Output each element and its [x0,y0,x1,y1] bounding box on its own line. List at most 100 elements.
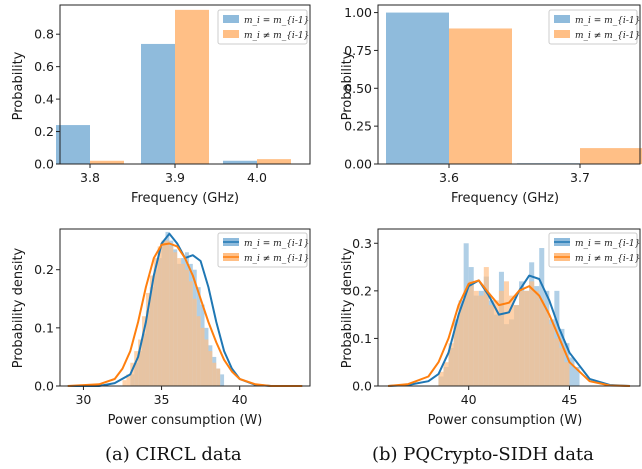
xlabel-power-sidh: Power consumption (W) [428,413,583,428]
hist-bar-eq [569,357,575,386]
xtick-label: 30 [75,392,91,407]
xtick-label: 3.6 [439,170,459,185]
bar-eq-4.0 [223,160,257,164]
hist-bar-neq [468,281,474,386]
hist-bar-neq [493,300,499,386]
ytick-label: 0.1 [34,320,54,335]
hist-bar-neq [463,290,469,386]
ytick-label: 0.75 [344,43,372,58]
ytick-label: 0.0 [34,157,54,172]
hist-bar-neq [478,295,484,386]
hist-bar-neq [509,295,515,386]
ylabel-power-sidh: Probability density [340,247,355,368]
caption-b: (b) PQCrypto-SIDH data [372,444,594,465]
ytick-label: 0.2 [34,124,54,139]
hist-bar-eq [220,374,225,386]
ytick-label: 0.0 [34,379,54,394]
hist-bar-neq [153,258,158,386]
hist-bar-neq [524,290,530,386]
xticks-power-circl: 30 35 40 [75,386,248,407]
xlabel-frequency-circl: Frequency (GHz) [131,191,239,206]
yticks-power-circl: 0.0 0.1 0.2 [34,262,60,394]
xtick-label: 35 [154,392,170,407]
yticks-frequency-sidh: 0.00 0.25 0.50 0.75 1.00 [344,5,378,172]
xtick-label: 40 [232,392,248,407]
axes-frame-power-circl [59,228,311,387]
hist-bar-neq [134,351,139,386]
legend-power-circl: m_i = m_{i-1} m_i ≠ m_{i-1} [217,232,309,268]
hist-bar-neq [142,316,146,386]
hist-bar-neq [145,292,150,386]
ylabel-power-circl: Probability density [11,247,26,368]
hist-bar-neq [534,290,540,386]
xticks-frequency-circl: 3.8 3.9 4.0 [80,164,267,185]
hist-bar-neq [173,252,178,386]
hist-bar-neq [539,300,545,386]
legend-frequency-sidh: m_i = m_{i-1} m_i ≠ m_{i-1} [548,9,640,45]
hist-bar-neq [126,374,131,386]
axes-frame-frequency-circl [59,4,311,165]
bar-neq-3.7 [580,148,642,164]
bars-frequency-sidh [386,12,642,165]
xticks-power-sidh: 40 45 [461,386,578,407]
ytick-label: 0.3 [352,236,372,251]
ytick-label: 0.6 [34,59,54,74]
hist-bar-neq [544,309,550,386]
hist-bar-neq [514,305,520,386]
xtick-label: 4.0 [247,170,267,185]
bar-eq-3.8 [56,125,90,164]
hist-bar-neq [458,305,464,386]
legend-label-neq: m_i ≠ m_{i-1} [244,254,309,264]
yticks-power-sidh: 0.0 0.1 0.2 0.3 [352,236,378,394]
hist-bar-neq [554,338,560,386]
xtick-label: 3.7 [570,170,590,185]
hist-bar-neq [564,362,570,386]
legend-label-eq: m_i = m_{i-1} [244,239,309,249]
hist-bar-neq [169,246,174,386]
xlabel-power-circl: Power consumption (W) [108,413,263,428]
bar-neq-4.0 [257,159,291,164]
ytick-label: 1.00 [344,5,372,20]
bar-neq-3.9 [175,9,209,165]
hist-bar-neq [165,240,170,386]
yticks-frequency-circl: 0.0 0.2 0.4 0.6 0.8 [34,27,60,172]
hist-bar-neq [149,275,154,386]
hist-bar-eq [574,366,580,386]
kde-curves-power-circl [67,232,303,387]
hist-bar-neq [503,281,509,386]
xtick-label: 3.9 [165,170,185,185]
hist-bar-neq [138,339,143,386]
xticks-frequency-sidh: 3.6 3.7 [439,164,590,185]
bar-eq-3.6 [386,12,449,165]
ytick-label: 0.50 [344,81,372,96]
bar-neq-3.8 [90,160,124,164]
legend-swatch-neq [223,30,239,38]
hist-bar-neq [161,240,166,386]
legend-label-neq: m_i ≠ m_{i-1} [244,31,309,41]
hist-bar-neq [204,339,209,386]
bar-eq-3.9 [141,43,175,164]
xlabel-frequency-sidh: Frequency (GHz) [451,191,559,206]
legend-label-eq: m_i = m_{i-1} [575,239,640,249]
legend-box-frequency-sidh [548,9,638,45]
hist-bar-neq [157,246,162,386]
hist-bar-neq [185,269,189,386]
ytick-label: 0.00 [344,157,372,172]
hist-bar-neq [483,267,489,386]
xtick-label: 45 [562,392,578,407]
xtick-label: 40 [461,392,477,407]
ytick-label: 0.0 [352,379,372,394]
legend-power-sidh: m_i = m_{i-1} m_i ≠ m_{i-1} [548,232,640,268]
legend-swatch-eq [223,15,239,23]
legend-label-eq: m_i = m_{i-1} [575,16,640,26]
hist-bar-neq [130,362,135,386]
hist-bar-neq [212,362,217,386]
hist-bar-neq [519,290,525,386]
legend-label-neq: m_i ≠ m_{i-1} [575,254,640,264]
axes-frame-power-sidh [377,228,641,387]
kde-curve-eq [388,274,630,387]
bars-frequency-circl [56,9,291,165]
ytick-label: 0.1 [352,331,372,346]
hist-bar-neq [216,368,221,386]
